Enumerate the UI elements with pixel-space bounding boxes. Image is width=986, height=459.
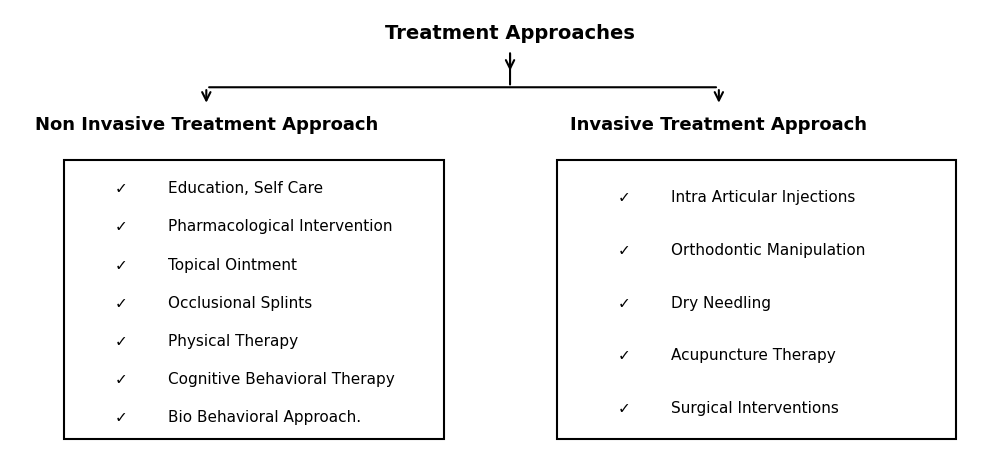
- Text: ✓: ✓: [114, 219, 127, 234]
- Text: ✓: ✓: [114, 295, 127, 310]
- Text: ✓: ✓: [114, 371, 127, 386]
- Text: ✓: ✓: [617, 400, 630, 415]
- Text: Education, Self Care: Education, Self Care: [169, 181, 323, 196]
- FancyBboxPatch shape: [557, 161, 956, 439]
- Text: ✓: ✓: [617, 347, 630, 363]
- Text: ✓: ✓: [114, 257, 127, 272]
- Text: ✓: ✓: [114, 409, 127, 424]
- Text: Acupuncture Therapy: Acupuncture Therapy: [671, 347, 836, 363]
- Text: ✓: ✓: [617, 295, 630, 310]
- Text: Pharmacological Intervention: Pharmacological Intervention: [169, 219, 392, 234]
- Text: Intra Articular Injections: Intra Articular Injections: [671, 190, 856, 205]
- Text: ✓: ✓: [114, 333, 127, 348]
- Text: Surgical Interventions: Surgical Interventions: [671, 400, 839, 415]
- Text: Invasive Treatment Approach: Invasive Treatment Approach: [570, 116, 868, 134]
- Text: Non Invasive Treatment Approach: Non Invasive Treatment Approach: [35, 116, 378, 134]
- Text: Treatment Approaches: Treatment Approaches: [386, 24, 635, 43]
- Text: Bio Behavioral Approach.: Bio Behavioral Approach.: [169, 409, 362, 424]
- Text: Occlusional Splints: Occlusional Splints: [169, 295, 313, 310]
- Text: ✓: ✓: [617, 190, 630, 205]
- Text: Physical Therapy: Physical Therapy: [169, 333, 299, 348]
- Text: Topical Ointment: Topical Ointment: [169, 257, 298, 272]
- Text: ✓: ✓: [617, 242, 630, 257]
- Text: Dry Needling: Dry Needling: [671, 295, 771, 310]
- Text: ✓: ✓: [114, 181, 127, 196]
- Text: Orthodontic Manipulation: Orthodontic Manipulation: [671, 242, 866, 257]
- Text: Cognitive Behavioral Therapy: Cognitive Behavioral Therapy: [169, 371, 395, 386]
- FancyBboxPatch shape: [64, 161, 444, 439]
